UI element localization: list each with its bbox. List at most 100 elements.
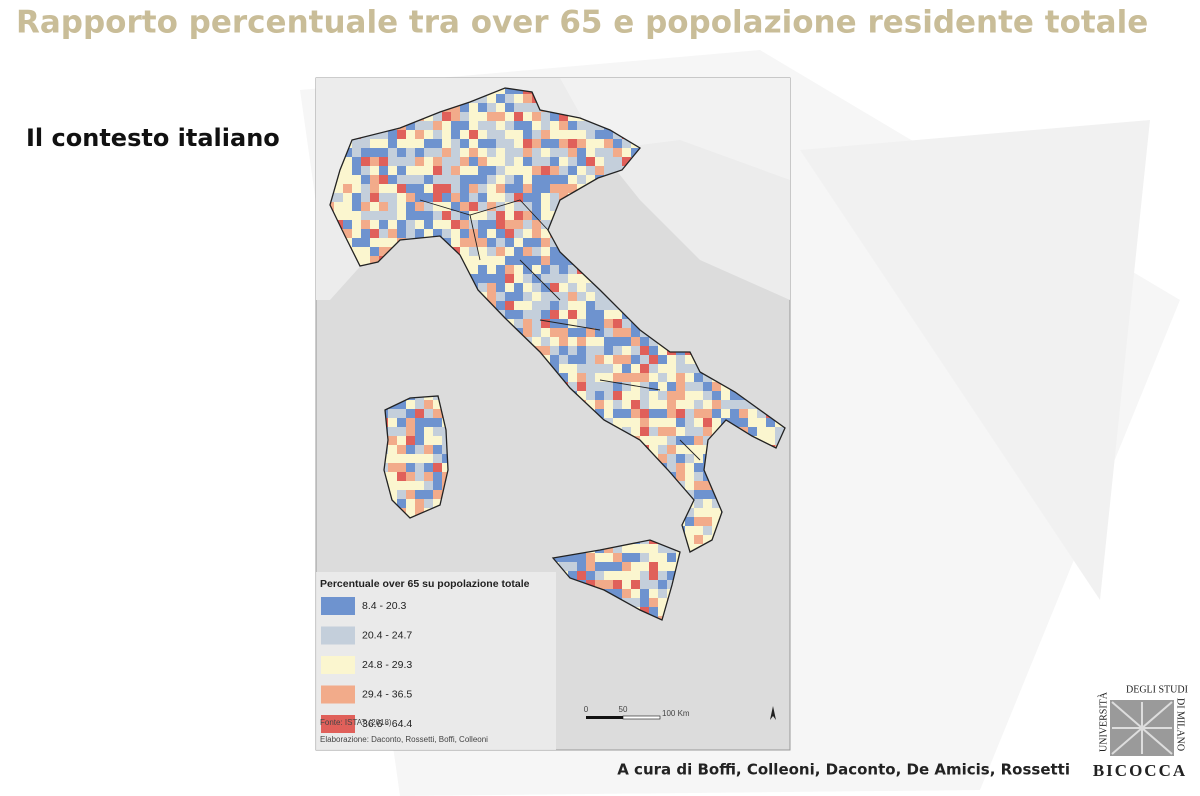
authors: A cura di Boffi, Colleoni, Daconto, De A… (617, 761, 1070, 779)
map-patch (604, 571, 614, 581)
map-patch (685, 481, 695, 491)
map-patch (613, 319, 623, 329)
map-patch (433, 481, 443, 491)
map-patch (424, 157, 434, 167)
map-patch (568, 166, 578, 176)
map-patch (442, 175, 452, 185)
map-patch (649, 607, 659, 617)
map-patch (496, 238, 506, 248)
map-patch (433, 490, 443, 500)
map-patch (361, 229, 371, 239)
map-patch (631, 598, 641, 608)
map-patch (496, 175, 506, 185)
map-patch (496, 130, 506, 140)
map-patch (415, 121, 425, 131)
map-patch (361, 157, 371, 167)
map-patch (514, 112, 524, 122)
map-patch (523, 148, 533, 158)
map-patch (388, 202, 398, 212)
map-patch (694, 445, 704, 455)
map-patch (424, 193, 434, 203)
map-patch (424, 463, 434, 473)
map-patch (478, 157, 488, 167)
map-patch (469, 265, 479, 275)
map-patch (469, 220, 479, 230)
map-patch (415, 436, 425, 446)
map-patch (685, 526, 695, 536)
map-patch (586, 337, 596, 347)
map-patch (532, 256, 542, 266)
map-patch (514, 238, 524, 248)
map-patch (622, 337, 632, 347)
map-patch (397, 175, 407, 185)
map-patch (451, 238, 461, 248)
map-patch (541, 319, 551, 329)
map-patch (388, 166, 398, 176)
map-patch (541, 265, 551, 275)
map-patch (631, 355, 641, 365)
map-patch (604, 373, 614, 383)
map-patch (442, 202, 452, 212)
map-patch (379, 220, 389, 230)
map-patch (577, 148, 587, 158)
map-patch (415, 139, 425, 149)
map-patch (514, 166, 524, 176)
map-patch (604, 337, 614, 347)
map-patch (487, 283, 497, 293)
map-patch (667, 454, 677, 464)
map-patch (550, 175, 560, 185)
map-patch (622, 364, 632, 374)
map-patch (532, 157, 542, 167)
map-patch (343, 157, 353, 167)
map-patch (397, 220, 407, 230)
map-patch (487, 184, 497, 194)
map-patch (568, 121, 578, 131)
map-patch (559, 337, 569, 347)
map-patch (415, 193, 425, 203)
map-patch (694, 373, 704, 383)
map-patch (361, 139, 371, 149)
map-patch (577, 553, 587, 563)
map-patch (622, 544, 632, 554)
map-patch (442, 130, 452, 140)
map-patch (541, 256, 551, 266)
map-patch (631, 400, 641, 410)
map-patch (694, 499, 704, 509)
map-patch (523, 202, 533, 212)
map-patch (694, 472, 704, 482)
map-patch (352, 220, 362, 230)
map-patch (478, 220, 488, 230)
map-patch (604, 409, 614, 419)
map-patch (604, 562, 614, 572)
map-patch (541, 283, 551, 293)
map-patch (388, 220, 398, 230)
map-patch (559, 364, 569, 374)
map-patch (649, 598, 659, 608)
map-patch (442, 139, 452, 149)
map-patch (694, 409, 704, 419)
map-patch (415, 472, 425, 482)
map-patch (370, 247, 380, 257)
map-patch (469, 202, 479, 212)
map-patch (406, 481, 416, 491)
map-patch (415, 148, 425, 158)
map-patch (433, 184, 443, 194)
map-patch (586, 400, 596, 410)
map-patch (676, 382, 686, 392)
map-patch (379, 202, 389, 212)
map-patch (550, 301, 560, 311)
map-patch (451, 220, 461, 230)
map-patch (496, 88, 506, 95)
map-patch (478, 283, 488, 293)
map-patch (685, 535, 695, 545)
map-patch (469, 166, 479, 176)
map-patch (469, 211, 479, 221)
map-patch (595, 130, 605, 140)
map-patch (712, 517, 722, 527)
map-patch (415, 220, 425, 230)
map-patch (559, 301, 569, 311)
map-patch (505, 166, 515, 176)
map-patch (406, 193, 416, 203)
map-patch (424, 130, 434, 140)
map-outline (329, 87, 786, 621)
